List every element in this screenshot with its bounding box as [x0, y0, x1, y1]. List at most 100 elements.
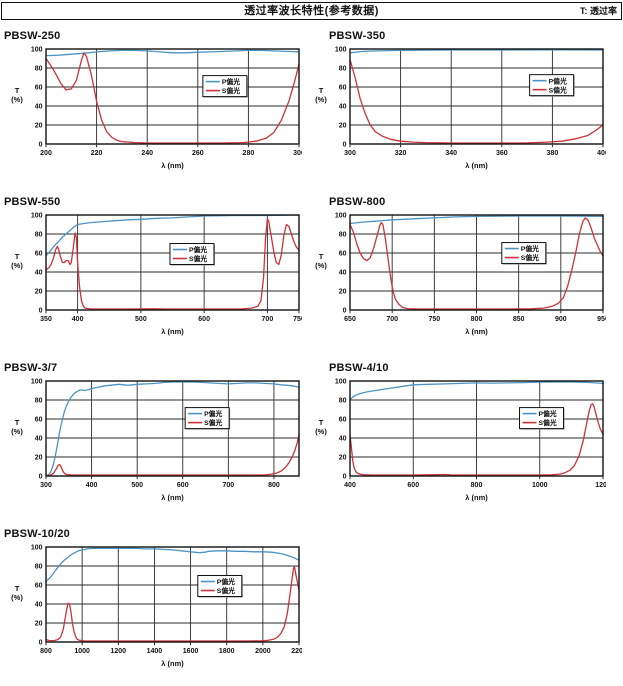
chart-pbsw-350: PBSW-350 300 320 340 360 380 400 0 20 40 60 80 100 T…	[311, 22, 623, 188]
x-tick-label: 800	[471, 482, 483, 489]
y-tick-label: 60	[339, 417, 347, 424]
x-tick-label: 300	[40, 482, 52, 489]
y-axis-label: T	[15, 252, 20, 261]
transmittance-note: T: 透过率	[580, 6, 617, 16]
s-series-line	[349, 58, 604, 144]
legend-s-label: S偏光	[189, 254, 207, 263]
chart-canvas: 400 600 800 1000 1200 0 20 40 60 80 100 T(%) λ (nm) P…	[315, 379, 606, 503]
legend-p-label: P偏光	[222, 77, 240, 86]
chart-plot: 200 220 240 260 280 300 0 20 40 60 80 100 T(%) λ (nm)…	[0, 43, 311, 181]
y-tick-label: 40	[35, 270, 43, 277]
x-axis-label: λ (nm)	[465, 327, 488, 336]
y-axis-label-unit: (%)	[11, 593, 23, 602]
x-tick-label: 280	[243, 150, 255, 157]
x-tick-label: 400	[72, 316, 84, 323]
y-axis-label: T	[319, 418, 324, 427]
y-tick-label: 60	[35, 417, 43, 424]
p-series-line	[45, 49, 300, 57]
x-axis-label: λ (nm)	[465, 493, 488, 502]
chart-canvas: 300 320 340 360 380 400 0 20 40 60 80 100 T(%) λ (nm)…	[315, 47, 606, 171]
legend-p-label: P偏光	[189, 245, 207, 254]
x-tick-label: 1200	[595, 482, 606, 489]
y-tick-label: 20	[35, 123, 43, 130]
y-axis-label-unit: (%)	[11, 427, 23, 436]
y-tick-label: 20	[339, 289, 347, 296]
y-axis-label: T	[15, 418, 20, 427]
x-tick-label: 1000	[74, 648, 90, 655]
x-axis-label: λ (nm)	[161, 493, 184, 502]
x-tick-label: 1800	[219, 648, 235, 655]
y-tick-label: 0	[39, 474, 43, 481]
y-tick-label: 0	[39, 142, 43, 149]
x-tick-label: 400	[597, 150, 606, 157]
page-title: 透过率波长特性(参考数据)	[244, 5, 379, 17]
y-tick-label: 60	[35, 251, 43, 258]
y-axis-label: T	[319, 86, 324, 95]
y-axis-label-unit: (%)	[315, 427, 327, 436]
y-tick-label: 40	[339, 104, 347, 111]
y-tick-label: 80	[35, 398, 43, 405]
p-series-line	[45, 214, 300, 257]
y-axis-label: T	[15, 584, 20, 593]
chart-pbsw-4-10: PBSW-4/10 400 600 800 1000 1200 0 20 40 60 80 100 T…	[311, 354, 623, 520]
y-axis-label: T	[15, 86, 20, 95]
legend-s-label: S偏光	[539, 418, 557, 427]
y-tick-label: 20	[35, 455, 43, 462]
x-tick-label: 600	[198, 316, 210, 323]
y-tick-label: 100	[31, 545, 43, 552]
y-tick-label: 40	[35, 436, 43, 443]
x-tick-label: 600	[407, 482, 419, 489]
chart-title: PBSW-250	[4, 30, 61, 42]
x-axis-label: λ (nm)	[161, 327, 184, 336]
chart-pbsw-550: PBSW-550 350 400 500 600 700 750 0 20 40 60 80 100 T…	[0, 188, 311, 354]
x-tick-label: 700	[222, 482, 234, 489]
y-tick-label: 100	[335, 47, 347, 54]
p-series-line	[45, 381, 300, 477]
legend-p-label: P偏光	[217, 577, 235, 586]
x-tick-label: 340	[445, 150, 457, 157]
plot-frame	[45, 48, 300, 145]
y-tick-label: 80	[35, 66, 43, 73]
plot-frame	[349, 380, 604, 477]
y-tick-label: 40	[35, 104, 43, 111]
x-tick-label: 850	[513, 316, 525, 323]
chart-pbsw-3-7: PBSW-3/7 300 400 500 600 700 800 0 20 40 60 80 100 T…	[0, 354, 311, 520]
chart-canvas: 350 400 500 600 700 750 0 20 40 60 80 100 T(%) λ (nm)…	[11, 213, 302, 337]
x-axis-label: λ (nm)	[465, 161, 488, 170]
s-series-line	[349, 217, 604, 310]
s-series-line	[45, 434, 300, 477]
s-series-line	[45, 52, 300, 144]
y-tick-label: 80	[339, 66, 347, 73]
x-tick-label: 400	[344, 482, 356, 489]
x-tick-label: 360	[496, 150, 508, 157]
chart-pbsw-250: PBSW-250 200 220 240 260 280 300 0 20 40 60 80 100 T…	[0, 22, 311, 188]
legend-s-label: S偏光	[521, 253, 539, 262]
p-series-line	[349, 381, 604, 401]
x-tick-label: 300	[344, 150, 356, 157]
x-tick-label: 500	[135, 316, 147, 323]
x-tick-label: 700	[262, 316, 274, 323]
chart-plot: 650 700 750 800 850 900 950 0 20 40 60 80 100 T(%) λ (…	[311, 209, 623, 347]
y-tick-label: 80	[339, 232, 347, 239]
x-tick-label: 260	[192, 150, 204, 157]
y-tick-label: 60	[339, 251, 347, 258]
x-tick-label: 400	[86, 482, 98, 489]
charts-grid: PBSW-250 200220240260280300020406080100T…	[0, 22, 623, 686]
x-tick-label: 800	[40, 648, 52, 655]
y-tick-label: 0	[39, 308, 43, 315]
y-axis-label-unit: (%)	[11, 95, 23, 104]
x-tick-label: 800	[268, 482, 280, 489]
y-axis-label-unit: (%)	[315, 261, 327, 270]
chart-title: PBSW-3/7	[4, 362, 58, 374]
x-tick-label: 650	[344, 316, 356, 323]
chart-pbsw-800: PBSW-800 650 700 750 800 850 900 950 0 20 40 60 80 1…	[311, 188, 623, 354]
chart-canvas: 650 700 750 800 850 900 950 0 20 40 60 80 100 T(%) λ (…	[315, 213, 606, 337]
x-tick-label: 600	[177, 482, 189, 489]
plot-frame	[45, 380, 300, 477]
